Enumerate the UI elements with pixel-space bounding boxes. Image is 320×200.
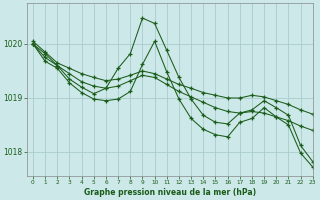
X-axis label: Graphe pression niveau de la mer (hPa): Graphe pression niveau de la mer (hPa) — [84, 188, 256, 197]
